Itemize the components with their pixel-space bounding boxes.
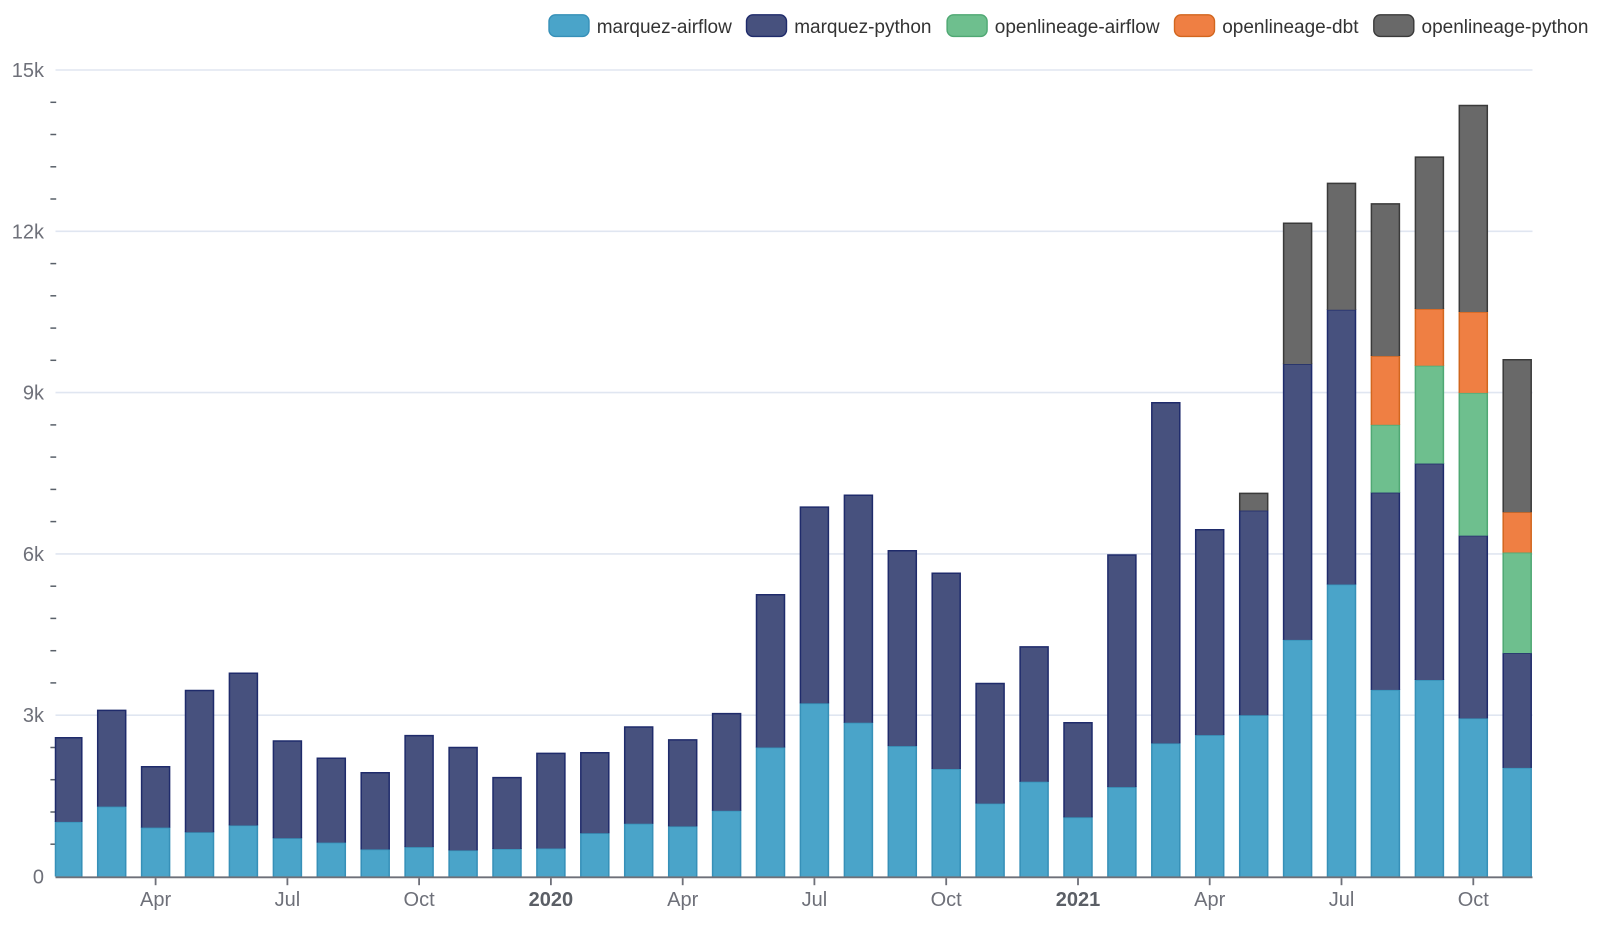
svg-text:6k: 6k [23, 544, 45, 566]
svg-text:Jul: Jul [802, 889, 828, 911]
svg-text:Apr: Apr [140, 889, 171, 911]
svg-text:Oct: Oct [1458, 889, 1490, 911]
svg-text:0: 0 [33, 867, 44, 889]
svg-text:9k: 9k [23, 383, 45, 405]
svg-text:2020: 2020 [529, 889, 574, 911]
svg-text:12k: 12k [12, 221, 45, 243]
svg-text:Oct: Oct [931, 889, 963, 911]
svg-text:Apr: Apr [1194, 889, 1225, 911]
svg-text:Jul: Jul [275, 889, 301, 911]
svg-text:Jul: Jul [1329, 889, 1355, 911]
svg-text:openlineage-airflow: openlineage-airflow [995, 17, 1160, 38]
svg-text:openlineage-dbt: openlineage-dbt [1222, 17, 1359, 38]
svg-text:marquez-airflow: marquez-airflow [597, 17, 732, 38]
svg-text:Apr: Apr [667, 889, 698, 911]
svg-text:Oct: Oct [404, 889, 436, 911]
svg-text:marquez-python: marquez-python [794, 17, 931, 38]
svg-text:3k: 3k [23, 705, 45, 727]
svg-text:15k: 15k [12, 60, 45, 82]
svg-text:2021: 2021 [1056, 889, 1101, 911]
svg-text:openlineage-python: openlineage-python [1422, 17, 1589, 38]
